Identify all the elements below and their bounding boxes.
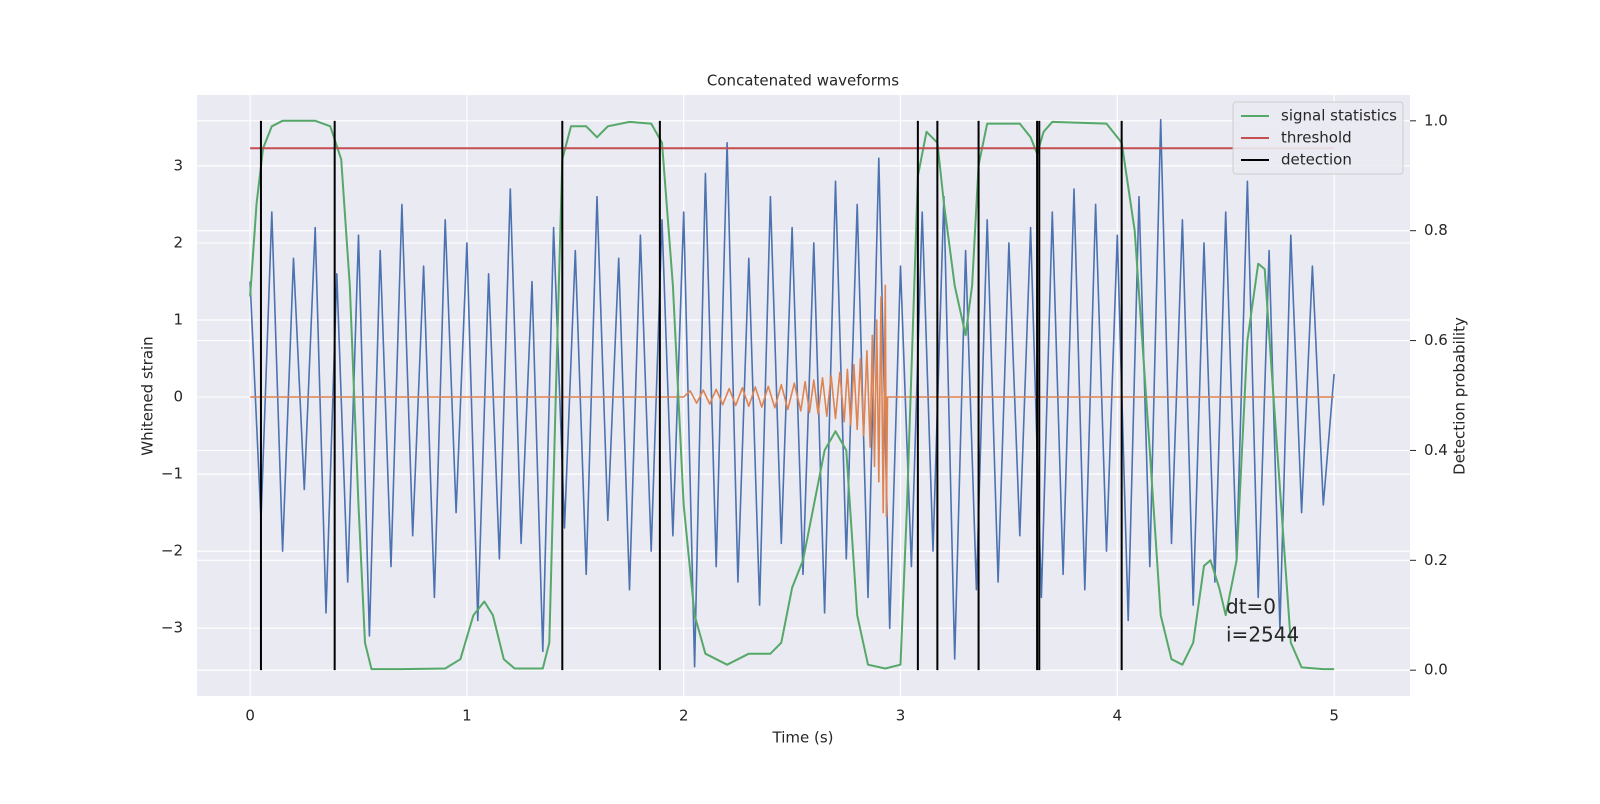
- y-axis-label: Whitened strain: [139, 336, 157, 455]
- x-tick-label: 2: [679, 707, 689, 725]
- legend-label: detection: [1281, 151, 1352, 169]
- legend: signal statistics threshold detection: [1232, 101, 1404, 175]
- y2-tick-label: 0.8: [1424, 221, 1448, 239]
- y-tick-label: 0: [173, 388, 183, 406]
- legend-label: threshold: [1281, 129, 1352, 147]
- x-axis-label: Time (s): [772, 729, 834, 747]
- y2-tick-label: 0.6: [1424, 331, 1448, 349]
- y2-tick-label: 0.2: [1424, 551, 1448, 569]
- series-line: [249, 118, 1335, 668]
- x-tick-label: 1: [462, 707, 472, 725]
- x-tick-label: 4: [1113, 707, 1123, 725]
- plot: [249, 118, 1335, 671]
- series-line: [249, 119, 1335, 671]
- annotation: i=2544: [1226, 623, 1299, 647]
- y-tick-label: 3: [173, 156, 183, 174]
- y2-tick-label: 0.0: [1424, 661, 1448, 679]
- series-line: [250, 284, 1335, 518]
- y2-tick-label: 1.0: [1424, 111, 1448, 129]
- y-tick-label: −1: [161, 465, 183, 483]
- x-tick-label: 5: [1329, 707, 1339, 725]
- y-tick-label: −2: [161, 542, 183, 560]
- y2-axis-label: Detection probability: [1451, 317, 1469, 475]
- x-tick-label: 0: [245, 707, 255, 725]
- annotation: dt=0: [1226, 595, 1276, 619]
- y-tick-label: −3: [161, 619, 183, 637]
- axes: 0 1 2 3 4 5 −3 −2 −1 0 1 2 3 0.0 0.2 0.4 0.6 0.8 1.0: [161, 111, 1448, 724]
- x-tick-label: 3: [896, 707, 906, 725]
- legend-label: signal statistics: [1281, 107, 1397, 125]
- y2-tick-label: 0.4: [1424, 441, 1448, 459]
- y-tick-label: 2: [173, 233, 183, 251]
- chart-title: Concatenated waveforms: [707, 72, 899, 90]
- legend-box: [1232, 101, 1404, 175]
- y-tick-label: 1: [173, 310, 183, 328]
